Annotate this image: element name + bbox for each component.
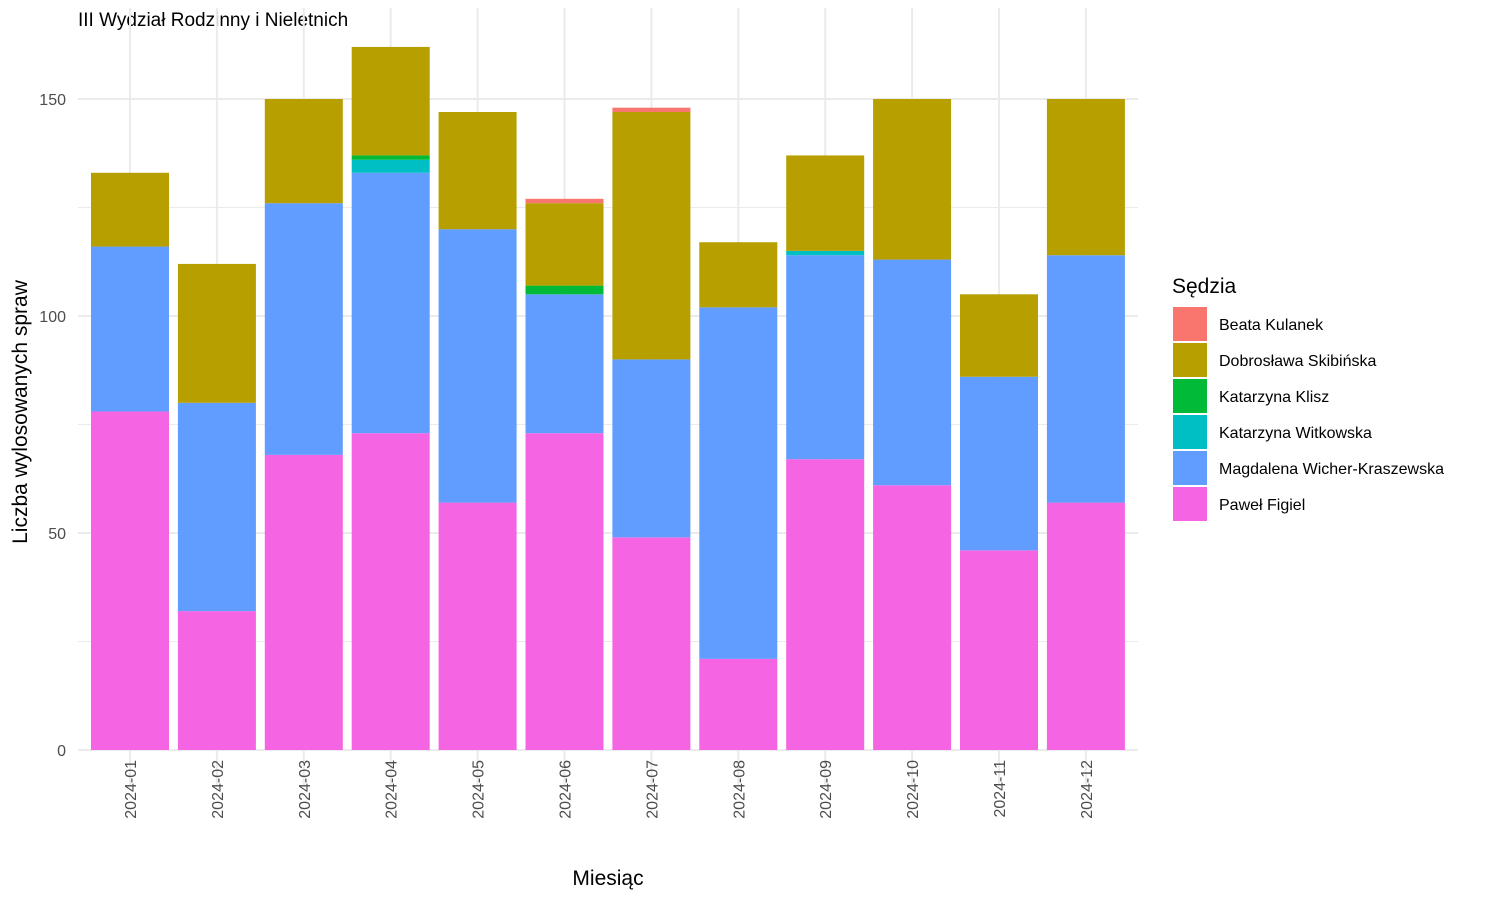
legend-swatch <box>1173 487 1207 521</box>
y-tick-label: 0 <box>57 743 66 760</box>
bar-segment <box>264 454 343 750</box>
chart-title: III Wydział Rodzinny i Nieletnich <box>78 10 348 31</box>
x-tick-label: 2024-11 <box>992 760 1009 818</box>
bar-segment <box>960 550 1038 750</box>
legend-swatch <box>1173 379 1207 413</box>
legend-swatch <box>1173 415 1207 449</box>
bar-segment <box>786 459 865 750</box>
bar-segment <box>1046 502 1125 750</box>
bar-segment <box>525 285 604 295</box>
bar-segment <box>612 107 691 113</box>
bar-segment <box>91 411 169 750</box>
x-tick-label: 2024-01 <box>123 760 140 819</box>
bar-segment <box>91 246 169 412</box>
bar-segment <box>351 172 430 434</box>
bar-segment <box>177 263 256 403</box>
bar-segment <box>786 155 865 251</box>
legend-label: Magdalena Wicher-Kraszewska <box>1219 461 1444 478</box>
legend-label: Katarzyna Witkowska <box>1219 425 1372 442</box>
y-axis-ticks: 0 50 100 150 <box>39 92 66 760</box>
x-tick-label: 2024-08 <box>731 760 748 819</box>
bar-segment <box>786 255 865 460</box>
x-tick-label: 2024-02 <box>210 760 227 819</box>
y-tick-label: 150 <box>39 92 66 109</box>
x-tick-label: 2024-07 <box>644 760 661 819</box>
bar-segment <box>786 250 865 256</box>
bar-segment <box>525 433 604 750</box>
bar-segment <box>612 359 691 538</box>
bar-segment <box>525 203 604 286</box>
bar-segment <box>525 294 604 434</box>
bar-segment <box>177 402 256 612</box>
bar-segment <box>1046 99 1125 256</box>
x-tick-label: 2024-10 <box>905 760 922 819</box>
bar-segment <box>438 229 517 503</box>
x-tick-label: 2024-12 <box>1079 760 1096 819</box>
x-tick-label: 2024-06 <box>558 760 575 819</box>
bar-segment <box>438 112 517 230</box>
x-tick-label: 2024-03 <box>297 760 314 819</box>
bar-segment <box>873 99 952 260</box>
legend-title: Sędzia <box>1172 275 1237 298</box>
bar-segment <box>960 294 1038 377</box>
legend-label: Beata Kulanek <box>1219 317 1324 334</box>
bars <box>91 46 1125 750</box>
bar-segment <box>438 502 517 750</box>
x-tick-label: 2024-09 <box>818 760 835 819</box>
bar-segment <box>873 259 952 486</box>
x-tick-label: 2024-05 <box>471 760 488 819</box>
x-axis-title: Miesiąc <box>572 867 643 890</box>
bar-segment <box>91 172 169 247</box>
bar-segment <box>612 537 691 750</box>
bar-segment <box>525 198 604 204</box>
bar-segment <box>612 112 691 360</box>
bar-segment <box>177 611 256 750</box>
bar-segment <box>264 99 343 204</box>
legend-swatch <box>1173 343 1207 377</box>
x-axis-ticks: 2024-01 2024-02 2024-03 2024-04 2024-05 2024-… <box>123 760 1096 819</box>
y-tick-label: 100 <box>39 309 66 326</box>
y-axis-title: Liczba wylosowanych spraw <box>9 279 32 544</box>
bar-segment <box>873 485 952 750</box>
legend-swatch <box>1173 307 1207 341</box>
bar-segment <box>264 203 343 455</box>
bar-segment <box>351 155 430 160</box>
bar-segment <box>351 46 430 156</box>
legend: Sędzia Beata Kulanek Dobrosława Skibińska… <box>1172 275 1444 521</box>
legend-label: Paweł Figiel <box>1219 497 1305 514</box>
legend-label: Katarzyna Klisz <box>1219 389 1329 406</box>
x-tick-label: 2024-04 <box>384 760 401 819</box>
bar-segment <box>351 159 430 173</box>
bar-segment <box>351 433 430 750</box>
legend-label: Dobrosława Skibińska <box>1219 353 1377 370</box>
bar-segment <box>699 658 778 750</box>
bar-segment <box>960 376 1038 551</box>
bar-segment <box>699 242 778 308</box>
legend-swatch <box>1173 451 1207 485</box>
bar-segment <box>699 307 778 659</box>
bar-segment <box>1046 255 1125 503</box>
y-tick-label: 50 <box>48 526 66 543</box>
